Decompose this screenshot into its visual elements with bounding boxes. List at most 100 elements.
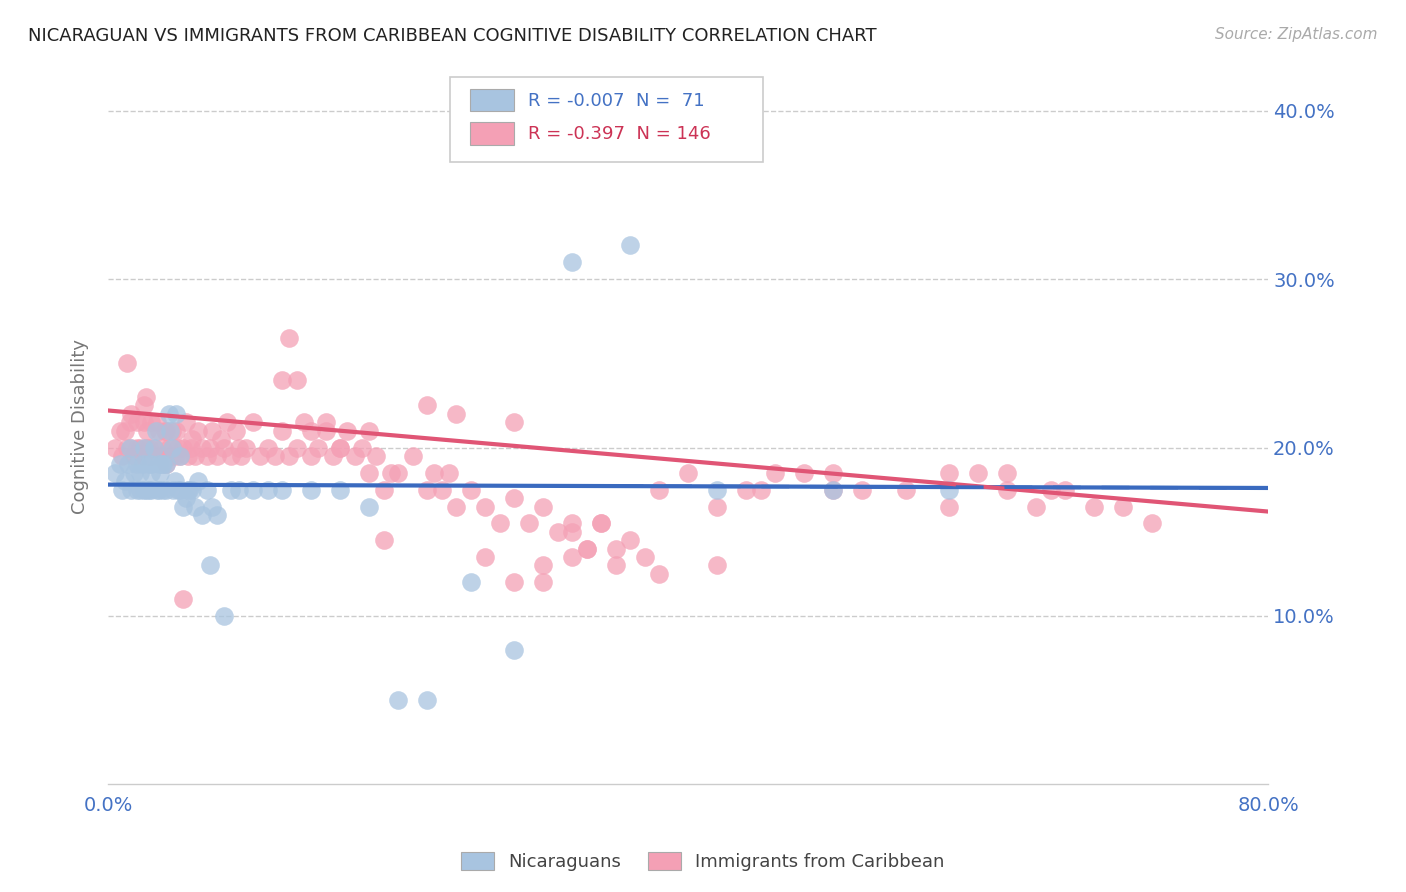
Point: [181, 432, 204, 446]
Point: [307, 441, 329, 455]
Point: [278, 449, 301, 463]
Bar: [470, 122, 515, 145]
Point: [148, 483, 170, 497]
Point: [205, 449, 228, 463]
Point: [416, 483, 439, 497]
Point: [380, 466, 402, 480]
Point: [561, 549, 583, 564]
Point: [145, 424, 167, 438]
Point: [138, 458, 160, 472]
Point: [125, 441, 148, 455]
Point: [205, 508, 228, 522]
Point: [271, 373, 294, 387]
Point: [135, 483, 157, 497]
Point: [285, 441, 308, 455]
Bar: [470, 88, 515, 112]
Point: [329, 441, 352, 455]
Point: [1083, 500, 1105, 514]
Point: [285, 373, 308, 387]
Point: [195, 449, 218, 463]
Point: [132, 458, 155, 472]
Point: [561, 516, 583, 531]
Point: [162, 483, 184, 497]
Point: [150, 441, 173, 455]
Point: [605, 541, 627, 556]
Point: [176, 415, 198, 429]
Point: [115, 441, 138, 455]
Point: [387, 466, 409, 480]
Point: [219, 449, 242, 463]
Point: [169, 483, 191, 497]
Point: [322, 449, 344, 463]
Point: [134, 399, 156, 413]
Point: [187, 474, 209, 488]
Point: [141, 483, 163, 497]
Point: [138, 449, 160, 463]
Point: [177, 483, 200, 497]
Point: [894, 483, 917, 497]
Point: [823, 466, 845, 480]
Point: [373, 483, 395, 497]
Point: [619, 238, 641, 252]
Point: [315, 415, 337, 429]
Point: [299, 424, 322, 438]
Point: [172, 441, 194, 455]
Point: [256, 483, 278, 497]
Point: [547, 524, 569, 539]
Point: [1140, 516, 1163, 531]
Point: [271, 483, 294, 497]
Point: [242, 415, 264, 429]
Point: [141, 458, 163, 472]
Point: [343, 449, 366, 463]
Text: Source: ZipAtlas.com: Source: ZipAtlas.com: [1215, 27, 1378, 42]
Point: [145, 449, 167, 463]
Point: [503, 415, 526, 429]
Point: [531, 500, 554, 514]
Point: [111, 483, 134, 497]
Point: [141, 415, 163, 429]
Point: [605, 558, 627, 573]
Point: [172, 500, 194, 514]
Point: [823, 483, 845, 497]
Point: [155, 458, 177, 472]
Point: [851, 483, 873, 497]
Point: [138, 441, 160, 455]
Point: [159, 449, 181, 463]
Point: [416, 399, 439, 413]
Point: [460, 575, 482, 590]
Point: [114, 474, 136, 488]
Point: [201, 424, 224, 438]
Legend: Nicaraguans, Immigrants from Caribbean: Nicaraguans, Immigrants from Caribbean: [454, 845, 952, 879]
Point: [172, 592, 194, 607]
Point: [135, 441, 157, 455]
Point: [219, 483, 242, 497]
Point: [967, 466, 990, 480]
Point: [179, 483, 201, 497]
Point: [135, 390, 157, 404]
Point: [153, 424, 176, 438]
Point: [143, 441, 166, 455]
Point: [155, 424, 177, 438]
Point: [198, 441, 221, 455]
Point: [120, 407, 142, 421]
Point: [181, 483, 204, 497]
Point: [531, 575, 554, 590]
Point: [995, 466, 1018, 480]
Point: [155, 483, 177, 497]
Point: [503, 575, 526, 590]
Point: [648, 566, 671, 581]
Point: [146, 483, 169, 497]
Point: [242, 483, 264, 497]
Point: [329, 483, 352, 497]
Point: [299, 483, 322, 497]
Y-axis label: Cognitive Disability: Cognitive Disability: [72, 339, 89, 514]
Point: [134, 483, 156, 497]
Point: [191, 508, 214, 522]
Point: [561, 524, 583, 539]
Point: [125, 458, 148, 472]
Point: [195, 483, 218, 497]
Point: [561, 255, 583, 269]
Point: [201, 500, 224, 514]
Point: [1054, 483, 1077, 497]
Point: [165, 407, 187, 421]
